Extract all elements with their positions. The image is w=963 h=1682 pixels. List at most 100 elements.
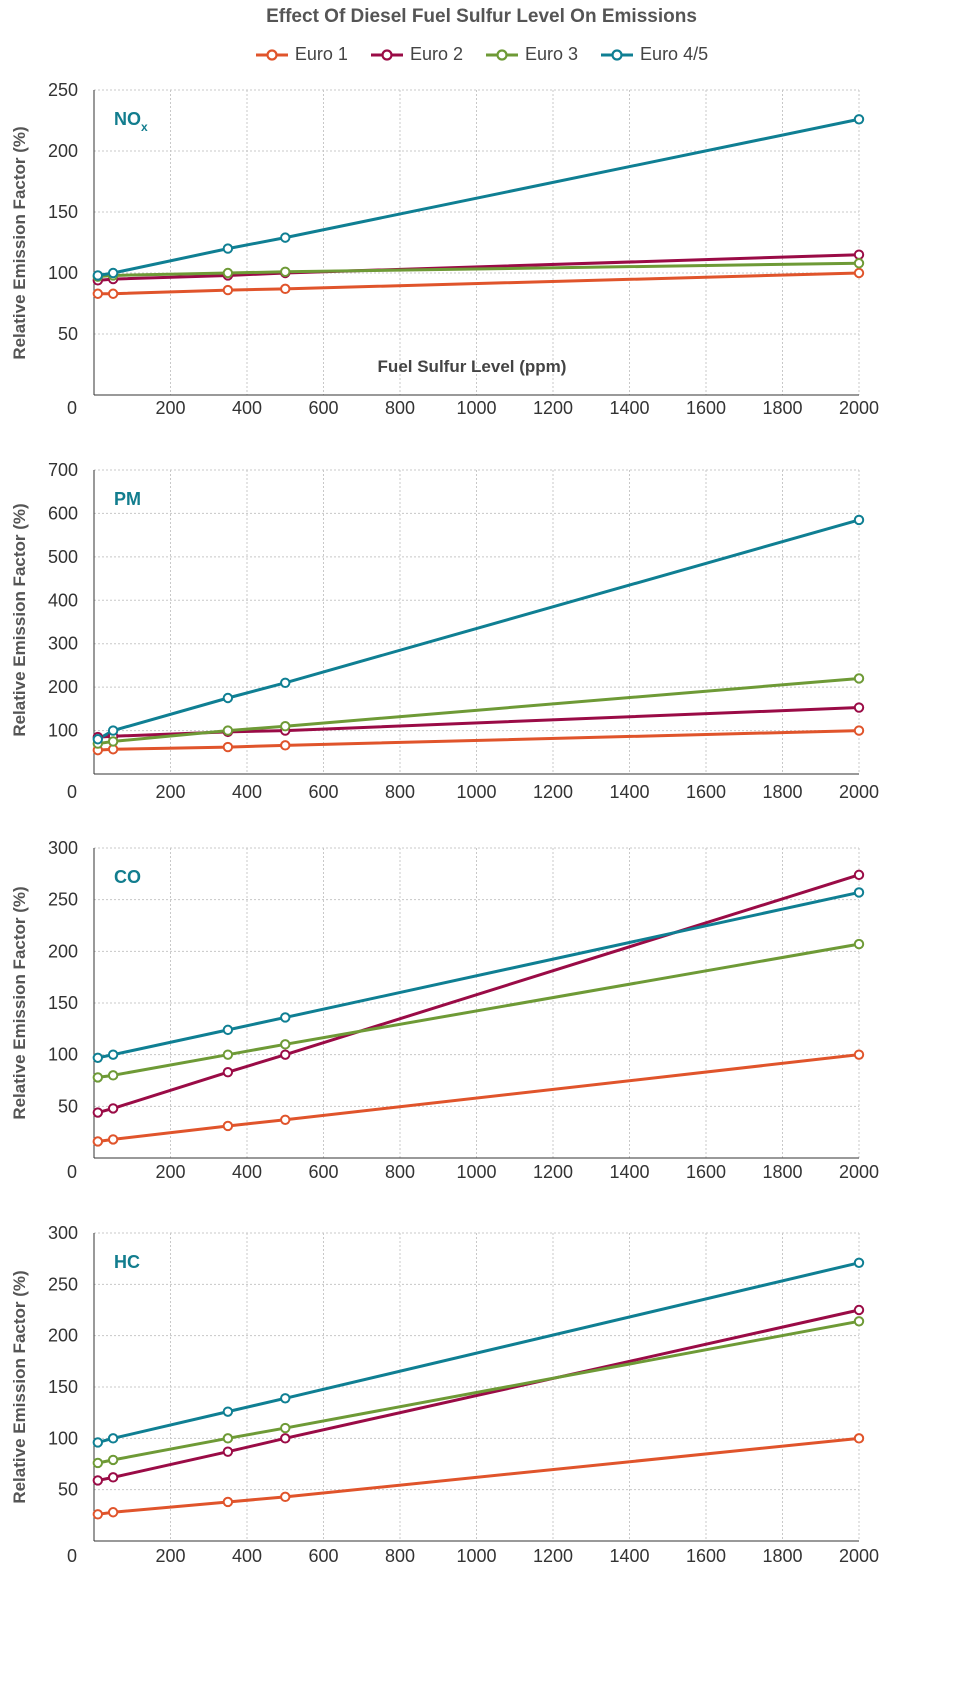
x-tick-label: 2000 bbox=[839, 782, 879, 802]
data-point-euro-3 bbox=[280, 721, 291, 732]
y-tick-label: 200 bbox=[48, 941, 78, 961]
panel-label: CO bbox=[114, 867, 141, 887]
legend-marker bbox=[381, 48, 393, 61]
x-tick-label: 800 bbox=[385, 782, 415, 802]
x-tick-label: 1000 bbox=[456, 1162, 496, 1182]
x-tick-label: 200 bbox=[155, 398, 185, 418]
chart-panel-4: 50 100 150 200 250 300 0 200 400 600 800 1000 1200 14… bbox=[10, 1223, 879, 1566]
data-point-euro-2 bbox=[222, 1446, 234, 1457]
y-tick-label: 150 bbox=[48, 202, 78, 222]
legend-swatch-euro-3 bbox=[486, 48, 518, 61]
legend-marker bbox=[266, 48, 278, 61]
y-tick-label: 200 bbox=[48, 141, 78, 161]
legend-item-euro-2: Euro 2 bbox=[370, 44, 463, 65]
series-line-euro-3 bbox=[97, 1319, 860, 1465]
data-point-euro-1 bbox=[853, 1433, 865, 1444]
series-line-euro-1 bbox=[97, 1436, 860, 1516]
data-point-euro-4-5 bbox=[107, 1433, 119, 1444]
x-tick-label: 1600 bbox=[686, 782, 726, 802]
data-point-euro-4-5 bbox=[107, 1049, 119, 1060]
panel-label: NOx bbox=[114, 109, 148, 134]
y-axis-label: Relative Emission Factor (%) bbox=[10, 1270, 29, 1503]
x-tick-label: 0 bbox=[67, 1162, 77, 1182]
chart-panel-1: 50 100 150 200 250 0 200 400 600 800 1000 1200 1400 1… bbox=[10, 80, 879, 418]
data-point-euro-3 bbox=[92, 1457, 104, 1469]
y-tick-label: 50 bbox=[58, 1480, 78, 1500]
data-point-euro-4-5 bbox=[280, 1012, 291, 1023]
data-point-euro-4-5 bbox=[280, 1393, 291, 1404]
x-tick-label: 400 bbox=[232, 1162, 262, 1182]
chart-title: Effect Of Diesel Fuel Sulfur Level On Em… bbox=[266, 6, 697, 27]
series-line-euro-1 bbox=[97, 1053, 860, 1143]
y-tick-label: 200 bbox=[48, 1326, 78, 1346]
data-point-euro-3 bbox=[280, 1422, 291, 1434]
y-tick-label: 500 bbox=[48, 547, 78, 567]
x-tick-label: 1000 bbox=[456, 1546, 496, 1566]
x-tick-label: 600 bbox=[308, 782, 338, 802]
data-point-euro-2 bbox=[853, 869, 865, 881]
data-point-euro-4-5 bbox=[107, 267, 119, 279]
series-line-euro-4-5 bbox=[97, 518, 860, 741]
data-point-euro-4-5 bbox=[853, 514, 865, 526]
x-tick-label: 1400 bbox=[609, 1162, 649, 1182]
data-point-euro-2 bbox=[853, 702, 865, 713]
legend: Euro 1 Euro 2 Euro 3 Euro 4/5 bbox=[0, 44, 963, 65]
data-point-euro-1 bbox=[107, 1507, 119, 1518]
series-line-euro-4-5 bbox=[97, 117, 860, 277]
data-point-euro-1 bbox=[280, 740, 291, 751]
legend-marker bbox=[611, 48, 623, 61]
data-point-euro-3 bbox=[222, 725, 234, 736]
data-point-euro-3 bbox=[222, 1049, 234, 1060]
x-tick-label: 800 bbox=[385, 398, 415, 418]
data-point-euro-3 bbox=[853, 258, 865, 269]
data-point-euro-1 bbox=[222, 741, 234, 753]
data-point-euro-3 bbox=[222, 1433, 234, 1444]
data-point-euro-2 bbox=[280, 1049, 291, 1060]
legend-swatch-euro-1 bbox=[255, 48, 288, 61]
x-tick-label: 1600 bbox=[686, 1546, 726, 1566]
x-tick-label: 2000 bbox=[839, 1162, 879, 1182]
x-tick-label: 0 bbox=[67, 782, 77, 802]
data-point-euro-4-5 bbox=[853, 1257, 865, 1268]
data-point-euro-4-5 bbox=[222, 1406, 234, 1417]
data-point-euro-3 bbox=[280, 266, 291, 277]
data-point-euro-2 bbox=[107, 1103, 119, 1114]
x-tick-label: 2000 bbox=[839, 1546, 879, 1566]
data-point-euro-2 bbox=[853, 1304, 865, 1316]
data-point-euro-4-5 bbox=[222, 1024, 234, 1036]
data-point-euro-4-5 bbox=[92, 1052, 104, 1063]
data-point-euro-4-5 bbox=[107, 725, 119, 736]
x-axis-label: Fuel Sulfur Level (ppm) bbox=[378, 357, 567, 376]
legend-item-euro-1: Euro 1 bbox=[255, 44, 348, 65]
data-point-euro-1 bbox=[92, 1509, 104, 1520]
data-point-euro-3 bbox=[853, 1316, 865, 1327]
data-point-euro-1 bbox=[92, 288, 104, 299]
y-tick-label: 100 bbox=[48, 263, 78, 283]
x-tick-label: 2000 bbox=[839, 398, 879, 418]
data-point-euro-1 bbox=[853, 1049, 865, 1060]
panel-label: HC bbox=[114, 1252, 140, 1272]
y-tick-label: 400 bbox=[48, 590, 78, 610]
x-tick-label: 1200 bbox=[533, 1546, 573, 1566]
y-tick-label: 150 bbox=[48, 1377, 78, 1397]
data-point-euro-2 bbox=[222, 1067, 234, 1078]
x-tick-label: 1800 bbox=[762, 782, 802, 802]
x-tick-label: 600 bbox=[308, 398, 338, 418]
data-point-euro-1 bbox=[222, 1120, 234, 1132]
data-point-euro-1 bbox=[280, 283, 291, 295]
x-tick-label: 800 bbox=[385, 1546, 415, 1566]
y-tick-label: 700 bbox=[48, 460, 78, 480]
x-tick-label: 800 bbox=[385, 1162, 415, 1182]
legend-swatch-euro-2 bbox=[370, 48, 403, 61]
y-tick-label: 100 bbox=[48, 721, 78, 741]
data-point-euro-1 bbox=[280, 1114, 291, 1125]
legend-label-euro-3: Euro 3 bbox=[525, 44, 579, 64]
data-point-euro-4-5 bbox=[853, 887, 865, 898]
series-line-euro-3 bbox=[97, 942, 860, 1079]
x-tick-label: 600 bbox=[308, 1162, 338, 1182]
data-point-euro-4-5 bbox=[222, 692, 234, 704]
legend-label-euro-4-5: Euro 4/5 bbox=[640, 44, 709, 64]
y-tick-label: 300 bbox=[48, 1223, 78, 1243]
x-tick-label: 1800 bbox=[762, 398, 802, 418]
x-tick-label: 1800 bbox=[762, 1162, 802, 1182]
